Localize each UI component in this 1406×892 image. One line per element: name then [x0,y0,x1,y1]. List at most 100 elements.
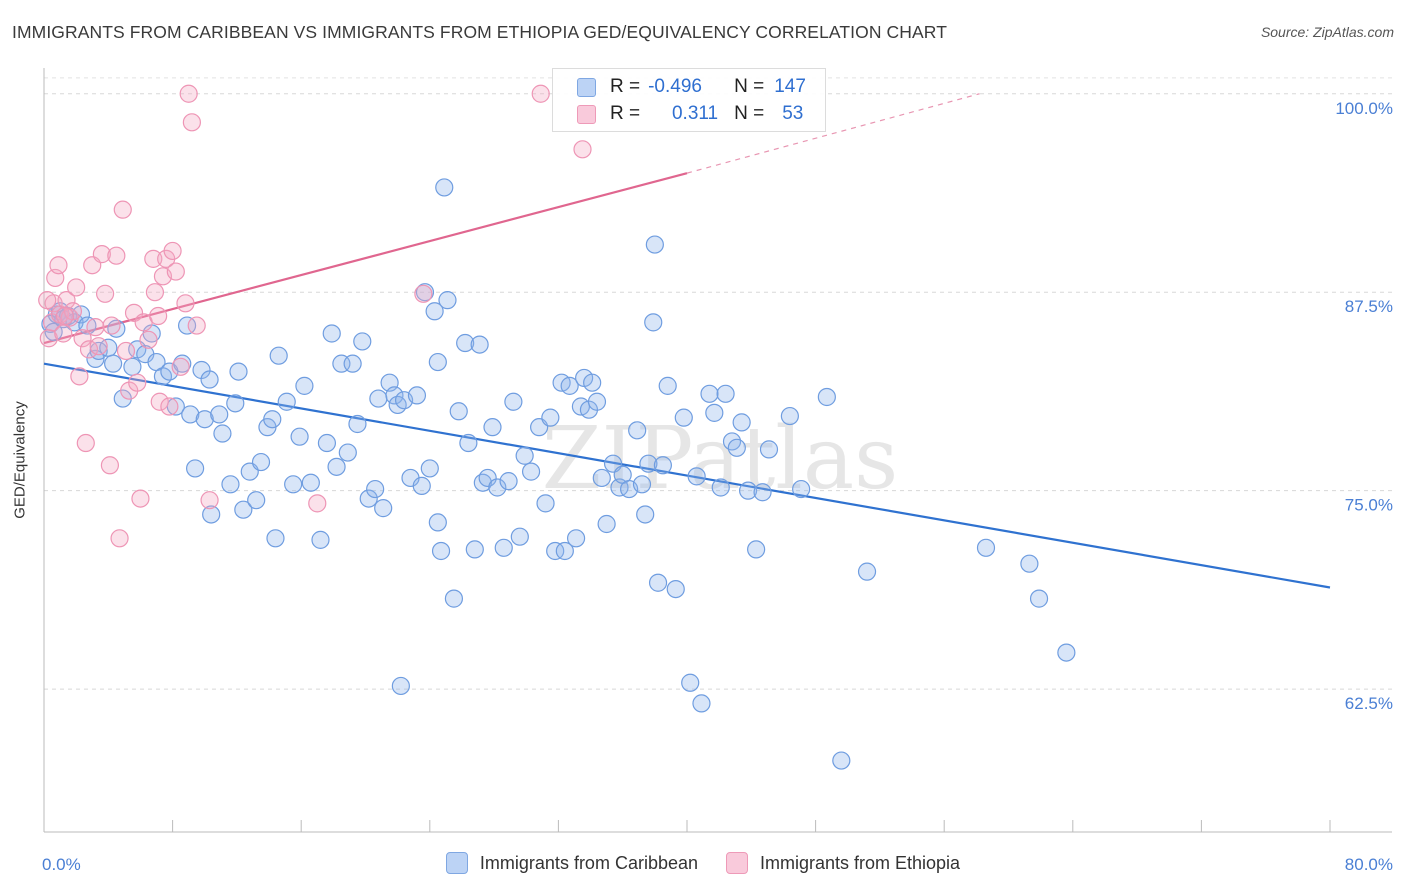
caribbean-point [435,178,454,197]
caribbean-point [420,459,439,478]
caribbean-point [428,352,447,372]
ethiopia-point [150,392,169,411]
caribbean-point [504,392,523,411]
legend-r-value: 0.311 [671,103,719,124]
caribbean-point [753,483,772,502]
chart-source: Source: ZipAtlas.com [1260,24,1394,40]
caribbean-point [428,513,447,532]
caribbean-point [338,443,357,462]
y-tick-label: 100.0% [1335,99,1393,118]
caribbean-point [186,459,205,478]
caribbean-point [976,538,996,557]
caribbean-point [541,408,560,427]
caribbean-point [123,357,142,376]
ethiopia-point [73,329,92,348]
caribbean-point [632,475,652,494]
caribbean-point [459,433,478,453]
x-tick-label: 0.0% [42,855,81,874]
legend-row-ethiopia: R = 0.311 N = 53 [577,102,803,126]
legend-n-label: N = [734,103,765,124]
ethiopia-point [149,306,168,326]
caribbean-swatch [577,77,596,97]
caribbean-point [412,476,431,495]
caribbean-point [515,446,534,465]
ethiopia-swatch [577,104,596,124]
ethiopia-point [54,324,73,343]
caribbean-trend-line [43,362,1331,589]
ethiopia-point [89,337,108,356]
caribbean-point [583,373,602,392]
caribbean-point [107,319,126,338]
ethiopia-point [128,373,147,392]
caribbean-point [301,473,320,492]
caribbean-point [711,478,730,497]
ethiopia-point [67,278,86,297]
caribbean-point [234,500,253,519]
caribbean-point [449,402,468,421]
ethiopia-point [110,529,129,548]
caribbean-point [1029,589,1049,608]
caribbean-point [290,427,309,446]
ethiopia-point [86,318,105,337]
ethiopia-point [102,316,121,335]
ethiopia-point [200,491,219,510]
ethiopia-point [163,241,182,261]
caribbean-point [202,505,221,524]
ethiopia-point [92,245,111,264]
caribbean-point [104,354,123,373]
caribbean-point [681,673,700,692]
caribbean-point [555,541,574,561]
caribbean-point [645,235,664,254]
ethiopia-point [160,397,179,416]
caribbean-point [499,472,518,491]
legend-item-ethiopia: Immigrants from Ethiopia [726,852,960,874]
legend-r-value: -0.496 [648,76,702,97]
caribbean-legend-label: Immigrants from Caribbean [479,852,698,873]
ethiopia-point [95,284,115,303]
trend-lines [43,93,1331,589]
caribbean-point [639,454,658,473]
caribbean-point [465,540,484,559]
ethiopia-point [166,262,185,281]
caribbean-point [483,418,502,437]
ethiopia-point [145,283,165,302]
ethiopia-point [70,367,89,386]
ethiopia-point [38,291,57,310]
caribbean-point [431,541,451,561]
caribbean-point [658,376,677,395]
caribbean-points [41,178,1076,770]
ethiopia-point [131,489,150,508]
caribbean-point [210,405,229,424]
legend-r-label: R = [610,76,641,97]
caribbean-point [636,505,655,524]
caribbean-point [857,562,877,581]
caribbean-point [716,384,735,403]
caribbean-point [521,462,541,481]
caribbean-point [181,405,200,424]
caribbean-point [295,376,314,395]
caribbean-point [478,468,497,488]
caribbean-point [407,386,427,405]
caribbean-point [322,324,341,343]
tick-labels: 62.5% 75.0% 87.5% 100.0% 0.0% 80.0% [42,99,1393,874]
caribbean-point [374,499,393,518]
caribbean-point [311,530,330,549]
ethiopia-point [171,357,190,376]
caribbean-point [536,494,555,513]
caribbean-point [277,392,296,411]
caribbean-point [456,333,475,353]
caribbean-point [1020,554,1039,573]
y-tick-label: 62.5% [1345,694,1393,713]
caribbean-point [560,376,579,395]
legend-item-caribbean: Immigrants from Caribbean [445,852,698,874]
caribbean-point [438,291,457,310]
caribbean-point [546,541,565,561]
caribbean-point [692,694,711,713]
caribbean-point [780,406,799,426]
caribbean-point [366,479,385,499]
caribbean-point [391,676,410,696]
caribbean-point [727,438,746,457]
ethiopia-trend-extension [686,93,980,174]
caribbean-point [369,389,388,408]
ethiopia-point [144,249,163,268]
